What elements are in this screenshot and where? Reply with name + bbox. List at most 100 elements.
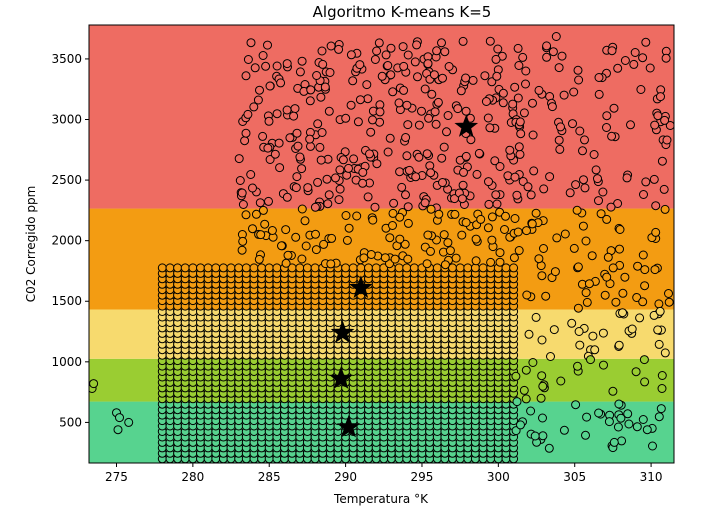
data-point (495, 257, 505, 267)
x-tick-label: 280 (181, 470, 204, 484)
data-point (639, 190, 648, 199)
data-point (316, 155, 326, 165)
data-point (594, 408, 604, 418)
data-point (498, 98, 508, 108)
data-point (554, 135, 564, 145)
data-point (341, 113, 351, 123)
data-point (313, 177, 323, 187)
data-point (459, 167, 468, 177)
data-point (335, 165, 345, 175)
data-point (513, 93, 523, 103)
data-point (402, 100, 412, 110)
data-point (306, 85, 316, 95)
data-point (310, 202, 320, 212)
centroid-2 (330, 320, 355, 343)
data-point (556, 376, 566, 386)
data-point (312, 71, 322, 80)
data-point (623, 409, 633, 419)
data-point (423, 230, 433, 240)
centroid-3 (348, 275, 373, 298)
data-point (218, 263, 228, 273)
data-point (443, 111, 453, 120)
data-point (476, 214, 486, 224)
data-point (589, 150, 599, 159)
data-point (331, 173, 340, 183)
data-point (602, 123, 611, 132)
data-point (614, 340, 624, 350)
data-point (513, 43, 523, 53)
data-point (641, 37, 651, 47)
data-point (458, 180, 468, 190)
data-point (457, 194, 467, 204)
data-point (385, 233, 395, 243)
data-point (582, 412, 592, 422)
data-point (512, 190, 522, 200)
data-point (649, 310, 659, 320)
data-point (527, 219, 537, 229)
data-point (246, 170, 256, 179)
data-point (546, 352, 555, 361)
data-point (521, 365, 531, 375)
data-point (423, 59, 433, 69)
data-point (537, 335, 547, 345)
data-point (265, 155, 275, 164)
data-point (617, 436, 627, 446)
data-point (306, 141, 315, 151)
data-point (334, 195, 344, 205)
data-point (485, 36, 495, 46)
data-point (660, 348, 670, 358)
data-point (264, 263, 274, 273)
data-point (613, 422, 623, 432)
data-point (651, 201, 661, 211)
data-point (639, 355, 649, 365)
data-point (241, 263, 251, 273)
data-point (534, 254, 544, 264)
data-point (485, 123, 495, 133)
data-point (461, 73, 471, 83)
data-point (403, 50, 413, 60)
data-point (554, 63, 564, 73)
data-point (438, 73, 447, 83)
data-point (573, 303, 583, 313)
data-point (618, 288, 628, 298)
data-point (613, 63, 623, 73)
y-tick-label: 3500 (51, 52, 82, 66)
data-point (401, 133, 411, 142)
data-point (300, 216, 310, 226)
y-tick-label: 3000 (51, 113, 82, 127)
data-point (513, 227, 523, 237)
data-point (326, 41, 336, 51)
data-point (572, 205, 582, 215)
data-point (282, 59, 292, 69)
data-point (400, 239, 410, 249)
x-tick-label: 285 (258, 470, 281, 484)
data-point (274, 138, 284, 148)
x-tick-label: 310 (640, 470, 663, 484)
data-point (358, 178, 368, 188)
data-point (519, 108, 529, 118)
data-point (89, 379, 99, 389)
data-point (289, 111, 299, 121)
data-point (531, 312, 541, 322)
data-point (365, 149, 374, 159)
data-point (282, 105, 292, 115)
data-point (292, 172, 302, 182)
data-point (556, 122, 565, 132)
data-point (338, 155, 348, 165)
data-point (461, 151, 471, 161)
data-point (530, 431, 540, 441)
data-point (386, 43, 396, 53)
data-point (342, 235, 352, 245)
data-point (115, 413, 124, 423)
data-point (537, 371, 547, 381)
data-point (124, 417, 134, 427)
data-point (609, 437, 619, 447)
data-point (272, 263, 282, 273)
data-point (588, 331, 598, 341)
data-point (633, 261, 643, 271)
data-point (638, 297, 648, 307)
data-point (113, 425, 123, 435)
data-point (394, 98, 404, 108)
centroid-1 (329, 366, 353, 389)
